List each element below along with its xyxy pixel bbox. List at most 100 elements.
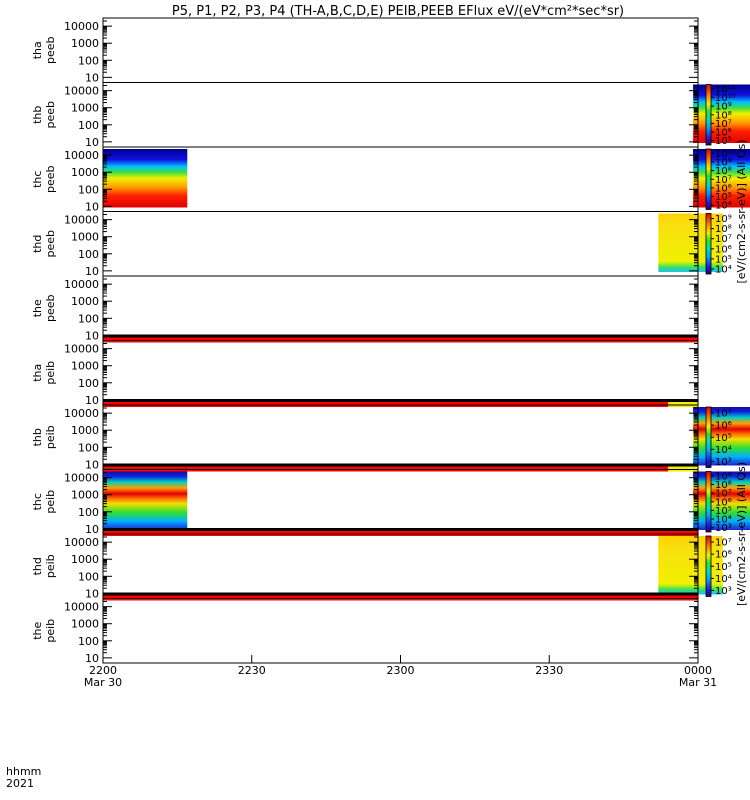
colorbar-tick-label: 10⁴ [715,445,732,456]
colorbar-tick-label: 10⁸ [715,110,732,121]
colorbar-tick-label: 10⁷ [715,119,732,130]
spectrogram-block-thc-peeb-0 [103,149,188,208]
x-tick-date: Mar 30 [84,676,122,689]
panel-tha-peeb: 10 100 1000 10000 tha peeb [31,17,699,84]
y-tick-label: 10 [85,458,99,471]
panel-probe-label: thd [31,557,44,575]
y-tick-label: 100 [78,54,99,67]
colorbar-tick-label: 10⁷ [715,175,732,186]
y-tick-label: 10 [85,71,99,84]
panel-thd-peeb: 10 100 1000 10000 thd peeb [31,211,723,278]
colorbar-tick-label: 10⁵ [715,506,732,517]
panel-frame-the-peib [102,598,699,664]
panel-tha-peib: 10 100 1000 10000 tha peib [31,340,699,407]
y-tick-label: 10000 [64,472,99,485]
spectrogram-block-thb-peeb-0 [693,84,750,143]
ribbon-tha-peib [103,399,698,407]
panel-kind-label: peib [44,554,57,578]
y-tick-label: 10000 [64,601,99,614]
panel-frame-thc-peeb [102,146,699,212]
panel-probe-label: the [31,621,44,639]
colorbar-tick-label: 10¹⁰ [715,93,736,104]
colorbar-tick-label: 10¹⁰ [715,149,736,160]
spectrogram-block-thc-peib-1 [693,471,750,530]
panel-frame-thc-peib [102,469,699,535]
panel-probe-label: thb [31,106,44,124]
x-tick-label: 2200 [89,664,117,677]
x-tick-label: 2330 [535,664,563,677]
y-tick-label: 10000 [64,343,99,356]
colorbar-tick-label: 10⁵ [715,192,732,203]
colorbar-scale [705,84,712,146]
colorbar-scale [705,213,712,275]
panel-kind-label: peib [44,490,57,514]
y-tick-label: 1000 [71,489,99,502]
panel-probe-label: the [31,299,44,317]
panel-frame-tha-peib [102,340,699,406]
colorbar-tick-label: 10⁶ [715,497,732,508]
panel-probe-label: thc [31,493,44,510]
y-tick-label: 10 [85,265,99,278]
ribbon-thc-peib [103,528,698,536]
y-tick-label: 1000 [71,618,99,631]
y-tick-label: 100 [78,441,99,454]
colorbar-tick-label: 10⁴ [715,574,732,585]
panel-the-peib: 10 100 1000 10000 the peib [31,598,699,665]
y-tick-label: 100 [78,183,99,196]
colorbar-tick-label: 10³ [715,523,732,534]
y-tick-label: 100 [78,119,99,132]
panel-frame-thb-peeb [102,82,699,148]
y-tick-label: 100 [78,312,99,325]
panel-probe-label: thc [31,171,44,188]
colorbar-tick-label: 10⁴ [715,515,732,526]
colorbar-tick-label: 10⁸ [715,224,732,235]
colorbar-tick-label: 10⁸ [715,166,732,177]
panel-frame-tha-peeb [102,17,699,83]
colorbar-tick-label: 10⁴ [715,264,732,275]
panel-frame-thd-peib [102,533,699,599]
panel-probe-label: thb [31,428,44,446]
y-tick-label: 100 [78,635,99,648]
panel-kind-label: peeb [44,165,57,193]
panel-thb-peib: 10 100 1000 10000 thb peib [31,404,750,472]
colorbar-tick-label: 10⁴ [715,201,732,212]
colorbar-tick-label: 10¹¹ [715,84,736,95]
y-tick-label: 100 [78,506,99,519]
y-tick-label: 100 [78,377,99,390]
colorbar-tick-label: 10⁶ [715,244,732,255]
panel-probe-label: tha [31,41,44,59]
y-tick-label: 1000 [71,424,99,437]
panel-frame-thd-peeb [102,211,699,277]
y-tick-label: 1000 [71,37,99,50]
panel-probe-label: thd [31,235,44,253]
panel-the-peeb: 10 100 1000 10000 the peeb [31,275,699,343]
y-tick-label: 10 [85,200,99,213]
panel-frame-the-peeb [102,275,699,341]
panel-kind-label: peeb [44,230,57,258]
colorbar-tick-label: 10⁹ [715,102,732,113]
colorbar-scale [705,471,712,533]
panel-kind-label: peeb [44,294,57,322]
y-tick-label: 1000 [71,295,99,308]
x-tick-date: Mar 31 [679,676,717,689]
colorbar-scale [705,535,712,597]
colorbar-tick-label: 10⁷ [715,538,732,549]
y-tick-label: 100 [78,570,99,583]
colorbar-tick-label: 10⁵ [715,433,732,444]
y-tick-label: 10 [85,394,99,407]
colorbar-tick-label: 10⁵ [715,562,732,573]
colorbar-scale [705,148,712,210]
y-tick-label: 1000 [71,553,99,566]
y-tick-label: 10000 [64,407,99,420]
colorbar-tick-label: 10⁹ [715,471,732,482]
spectrogram-block-thc-peib-0 [103,471,188,530]
y-tick-label: 10 [85,652,99,665]
y-tick-label: 1000 [71,360,99,373]
spectrogram-block-thd-peib-0 [658,536,723,595]
panel-kind-label: peeb [44,101,57,129]
panel-kind-label: peib [44,425,57,449]
